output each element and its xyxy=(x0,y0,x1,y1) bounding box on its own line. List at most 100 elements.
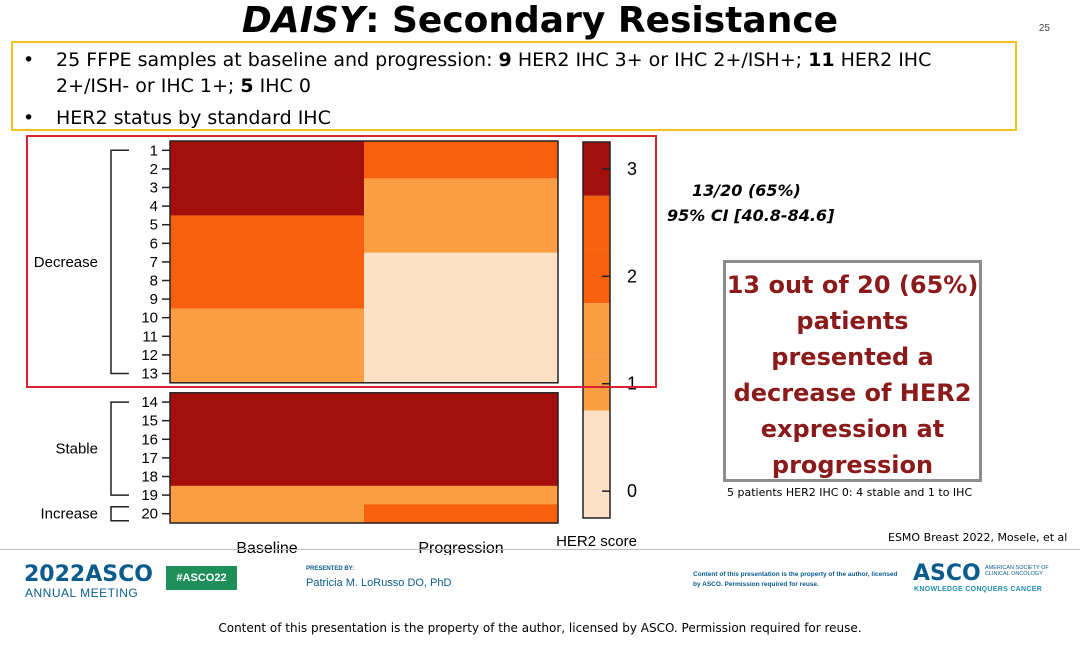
heatmap-cell xyxy=(364,392,558,412)
colorbar-band xyxy=(583,303,610,357)
heatmap-cell xyxy=(364,467,558,487)
colorbar-frame xyxy=(582,141,611,519)
heatmap-cell xyxy=(170,159,364,179)
slide-title: DAISY: Secondary Resistance xyxy=(0,0,1080,42)
colorbar-tick-label: 1 xyxy=(627,374,637,394)
group-bracket xyxy=(110,401,129,496)
row-label: 2 xyxy=(150,161,158,178)
heatmap-cell xyxy=(364,159,558,179)
heatmap-cell xyxy=(170,271,364,291)
heatmap-cell xyxy=(170,252,364,272)
bullet-seg: 25 FFPE samples at baseline and progress… xyxy=(56,49,499,71)
heatmap-cell xyxy=(364,196,558,216)
colorbar-tick-label: 2 xyxy=(627,266,637,286)
heatmap-cell xyxy=(364,178,558,198)
heatmap-cell xyxy=(170,308,364,328)
heatmap-cell xyxy=(170,196,364,216)
row-label: 5 xyxy=(150,217,158,234)
colorbar-tick-label: 0 xyxy=(627,481,637,501)
heatmap-cell xyxy=(364,271,558,291)
heatmap-cell xyxy=(170,392,364,412)
heatmap-cell xyxy=(364,448,558,468)
heatmap-cell xyxy=(170,448,364,468)
heatmap-cell xyxy=(170,141,364,161)
bullet-seg: IHC 0 xyxy=(253,75,311,97)
callout-line: presented a xyxy=(771,343,934,371)
heatmap-cell xyxy=(364,234,558,254)
heatmap-cell xyxy=(170,364,364,384)
heatmap-cell xyxy=(364,252,558,272)
asco-year-text: 2022ASCO xyxy=(24,562,153,587)
heatmap-cell xyxy=(364,215,558,235)
asco-annual-meeting-logo: 2022ASCO ANNUAL MEETING xyxy=(24,562,153,600)
bullet-seg: HER2 IHC 2+/ISH- or IHC 1+; xyxy=(56,49,932,97)
row-label: 6 xyxy=(150,235,158,252)
title-rest: : Secondary Resistance xyxy=(365,0,839,41)
heatmap-cell xyxy=(364,327,558,347)
row-label: 13 xyxy=(141,366,158,383)
bullet-dot: • xyxy=(23,49,35,71)
asco-society-name: AMERICAN SOCIETY OF CLINICAL ONCOLOGY xyxy=(985,565,1049,577)
heatmap-cell xyxy=(364,308,558,328)
citation: ESMO Breast 2022, Mosele, et al xyxy=(888,531,1068,544)
annotation-ci: 95% CI [40.8-84.6] xyxy=(667,206,835,225)
heatmap-cell xyxy=(364,411,558,431)
row-label: 7 xyxy=(150,254,158,271)
callout-line: patients xyxy=(796,307,909,335)
callout-box: 13 out of 20 (65%) patients presented a … xyxy=(723,260,982,482)
bullet-text: 25 FFPE samples at baseline and progress… xyxy=(56,47,1006,99)
presented-by-label: PRESENTED BY: xyxy=(306,566,355,572)
callout-line: progression xyxy=(771,451,934,479)
row-label: 4 xyxy=(150,198,158,215)
callout-line: 13 out of 20 (65%) xyxy=(726,271,979,299)
callout-line: expression at xyxy=(760,415,945,443)
row-label: 18 xyxy=(141,469,158,486)
asco-tagline: KNOWLEDGE CONQUERS CANCER xyxy=(914,586,1043,593)
row-label: 12 xyxy=(141,347,158,364)
callout-note: 5 patients HER2 IHC 0: 4 stable and 1 to… xyxy=(727,486,973,499)
hashtag-badge: #ASCO22 xyxy=(166,566,237,590)
column-label: Baseline xyxy=(236,540,297,555)
bullet-box: • 25 FFPE samples at baseline and progre… xyxy=(11,41,1017,131)
colorbar-tick-label: 3 xyxy=(627,159,637,179)
bullet-dot: • xyxy=(23,107,35,129)
heatmap-cell xyxy=(170,467,364,487)
row-label: 20 xyxy=(141,506,158,523)
heatmap-cell xyxy=(170,178,364,198)
row-label: 9 xyxy=(150,291,158,308)
slide-number: 25 xyxy=(1038,23,1050,34)
row-label: 1 xyxy=(150,142,158,159)
row-label: 16 xyxy=(141,431,158,448)
bullet-text: HER2 status by standard IHC xyxy=(56,107,331,129)
heatmap-cell xyxy=(170,504,364,524)
presenter-name: Patricia M. LoRusso DO, PhD xyxy=(306,577,452,589)
heatmap-cell xyxy=(364,485,558,505)
group-bracket xyxy=(110,505,129,522)
row-label: 15 xyxy=(141,413,158,430)
row-label: 10 xyxy=(141,310,158,327)
heatmap-chart: 1234567891011121314151617181920DecreaseS… xyxy=(34,140,637,555)
bottom-property-notice: Content of this presentation is the prop… xyxy=(218,621,862,635)
row-label: 17 xyxy=(141,450,158,467)
bullet-seg: 11 xyxy=(808,49,835,71)
column-label: Progression xyxy=(418,540,503,555)
heatmap-cell xyxy=(170,215,364,235)
heatmap-cell xyxy=(364,345,558,365)
title-italic: DAISY xyxy=(241,0,366,41)
heatmap-cell xyxy=(170,485,364,505)
colorbar-band xyxy=(583,195,610,250)
heatmap-cell xyxy=(170,289,364,309)
asco-word: ASCO xyxy=(913,561,981,586)
callout-line: decrease of HER2 xyxy=(733,379,972,407)
bullet-seg: 9 xyxy=(498,49,512,71)
heatmap-cell xyxy=(364,289,558,309)
group-bracket xyxy=(110,149,129,375)
bullet-seg: 5 xyxy=(240,75,254,97)
heatmap-cell xyxy=(170,234,364,254)
footer-divider xyxy=(0,549,1080,550)
heatmap-cell xyxy=(170,411,364,431)
heatmap-cell xyxy=(364,504,558,524)
heatmap-cell xyxy=(170,430,364,450)
heatmap-cell xyxy=(170,345,364,365)
row-label: 8 xyxy=(150,273,158,290)
